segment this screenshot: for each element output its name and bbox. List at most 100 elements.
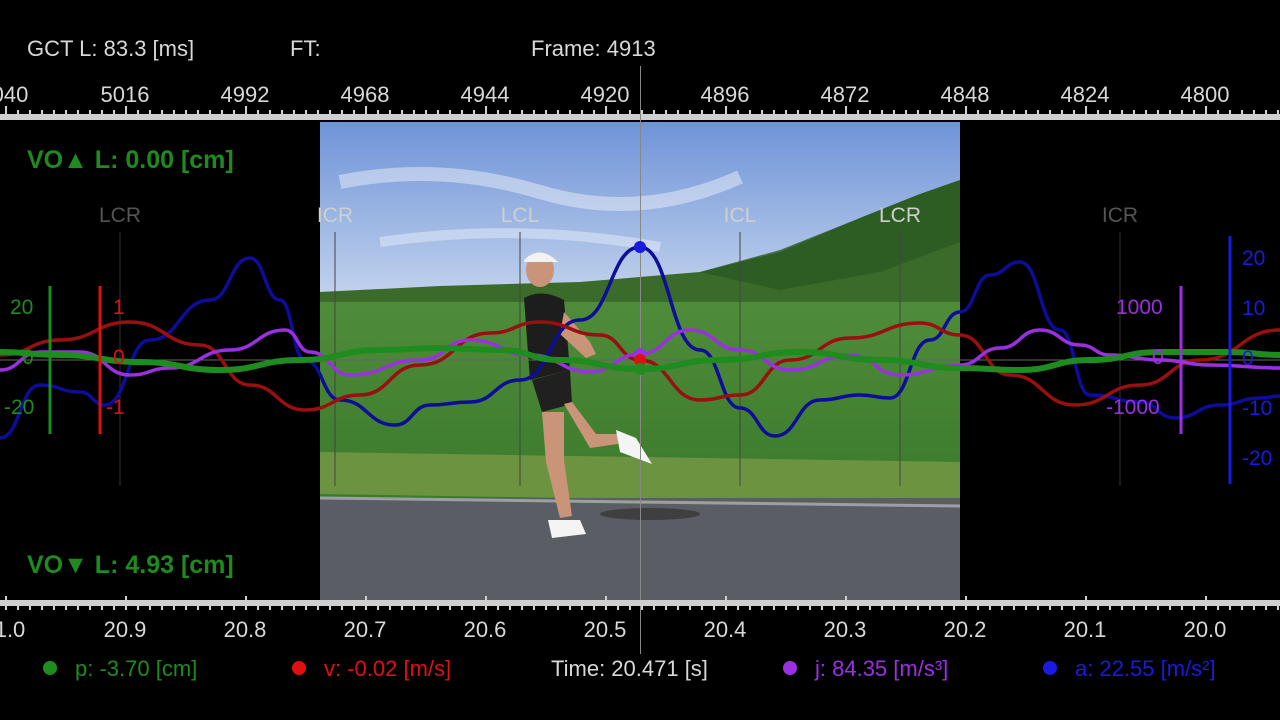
ruler-tick (1133, 110, 1135, 120)
frame-tick-label: 4992 (220, 82, 270, 107)
ruler-tick (1157, 110, 1159, 120)
ruler-tick (245, 106, 247, 120)
velocity-marker (634, 354, 646, 366)
ruler-tick (1049, 110, 1051, 120)
ruler-tick (1109, 110, 1111, 120)
ruler-tick (605, 106, 607, 120)
ruler-tick (569, 110, 571, 120)
ruler-tick (257, 600, 259, 610)
ruler-tick (41, 600, 43, 610)
ruler-tick (1229, 600, 1231, 610)
ruler-tick (113, 600, 115, 610)
ruler-tick (1001, 110, 1003, 120)
ruler-tick (233, 110, 235, 120)
ruler-tick (353, 600, 355, 610)
ruler-tick (1109, 600, 1111, 610)
ruler-tick (1181, 600, 1183, 610)
ruler-tick (605, 596, 607, 610)
position-marker (634, 363, 646, 375)
ruler-tick (785, 600, 787, 610)
ruler-tick (905, 110, 907, 120)
ruler-tick (17, 600, 19, 610)
ruler-tick (641, 110, 643, 120)
ft-readout: FT: (290, 36, 321, 61)
legend-velocity: v: -0.02 [m/s] (292, 656, 451, 682)
ruler-tick (1181, 110, 1183, 120)
frame-readout: Frame: 4913 (531, 36, 656, 61)
ruler-tick (677, 600, 679, 610)
p-axis-label: -20 (4, 396, 35, 419)
ruler-tick (617, 600, 619, 610)
ruler-tick (1253, 600, 1255, 610)
ruler-tick (965, 596, 967, 610)
ruler-tick (341, 110, 343, 120)
a-axis-label: 20 (1242, 247, 1266, 270)
ruler-tick (485, 106, 487, 120)
ruler-tick (533, 110, 535, 120)
acceleration-marker (634, 241, 646, 253)
ruler-tick (413, 600, 415, 610)
ruler-tick (989, 600, 991, 610)
ruler-tick (821, 110, 823, 120)
ruler-tick (581, 110, 583, 120)
ruler-tick (869, 110, 871, 120)
ruler-tick (1265, 600, 1267, 610)
position-dot-icon (43, 661, 57, 676)
ruler-tick (1241, 110, 1243, 120)
ruler-tick (653, 110, 655, 120)
velocity-dot-icon (292, 661, 306, 676)
ruler-tick (881, 600, 883, 610)
ruler-tick (761, 110, 763, 120)
ruler-tick (569, 600, 571, 610)
ruler-tick (1145, 110, 1147, 120)
ruler-tick (77, 110, 79, 120)
ruler-tick (1193, 110, 1195, 120)
ruler-tick (1013, 600, 1015, 610)
ruler-tick (665, 110, 667, 120)
ruler-tick (1097, 600, 1099, 610)
ruler-tick (665, 600, 667, 610)
ruler-tick (221, 600, 223, 610)
ruler-tick (593, 600, 595, 610)
ruler-tick (401, 600, 403, 610)
ruler-tick (1085, 596, 1087, 610)
ruler-tick (473, 600, 475, 610)
event-label: ICL (723, 204, 757, 227)
ruler-tick (557, 600, 559, 610)
acceleration-curve (0, 245, 1280, 440)
ruler-tick (1193, 600, 1195, 610)
ruler-tick (1037, 600, 1039, 610)
legend-acceleration: a: 22.55 [m/s²] (1043, 656, 1216, 682)
ruler-tick (437, 600, 439, 610)
ruler-tick (365, 596, 367, 610)
ruler-tick (197, 600, 199, 610)
ruler-tick (317, 110, 319, 120)
event-label: LCL (500, 204, 540, 227)
ruler-tick (833, 600, 835, 610)
ruler-tick (329, 600, 331, 610)
j-axis-label: 1000 (1116, 296, 1163, 319)
vo-up-readout: VO▲ L: 0.00 [cm] (27, 146, 234, 174)
ruler-tick (1133, 600, 1135, 610)
ruler-tick (209, 110, 211, 120)
ruler-tick (965, 106, 967, 120)
ruler-tick (1121, 110, 1123, 120)
frame-tick-label: 4944 (460, 82, 510, 107)
ruler-tick (473, 110, 475, 120)
ruler-tick (557, 110, 559, 120)
ruler-tick (269, 110, 271, 120)
ruler-tick (377, 600, 379, 610)
ruler-tick (1013, 110, 1015, 120)
legend-time: Time: 20.471 [s] (551, 656, 708, 681)
ruler-tick (1265, 110, 1267, 120)
ruler-tick (1073, 600, 1075, 610)
ruler-tick (29, 110, 31, 120)
ruler-tick (185, 600, 187, 610)
p-axis-label: 0 (22, 346, 34, 369)
ruler-tick (389, 600, 391, 610)
p-axis-label: 20 (10, 296, 34, 319)
ruler-tick (737, 600, 739, 610)
ruler-tick (773, 110, 775, 120)
ruler-tick (893, 110, 895, 120)
